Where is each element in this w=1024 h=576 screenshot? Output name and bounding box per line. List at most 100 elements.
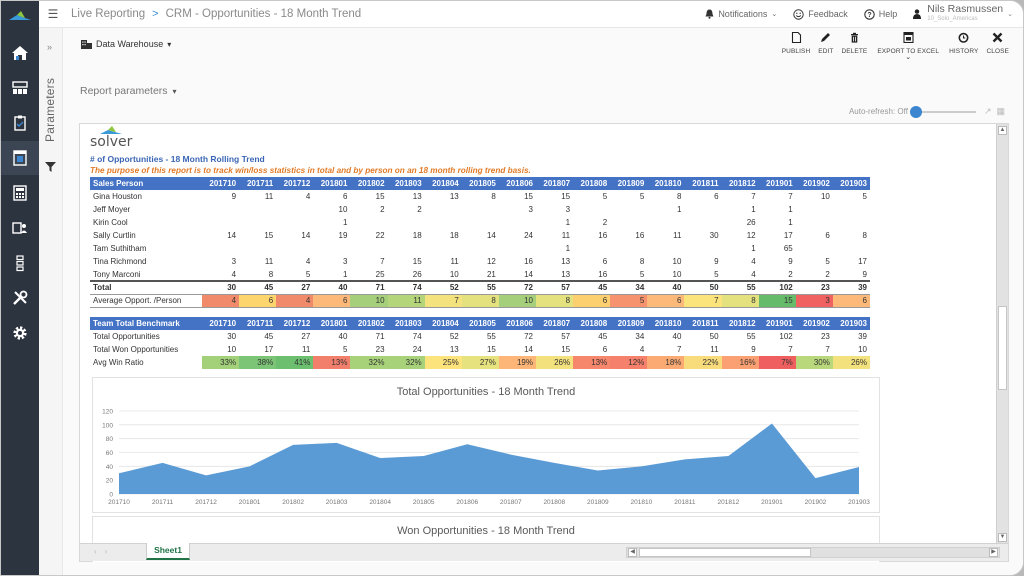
cell-value[interactable] — [833, 203, 870, 216]
cell-value[interactable]: 57 — [561, 331, 571, 341]
nav-home[interactable] — [1, 36, 39, 70]
cell-value[interactable] — [276, 216, 313, 229]
cell-value[interactable]: 65 — [783, 244, 793, 253]
cell-value[interactable]: 15 — [412, 257, 422, 266]
cell-value[interactable]: 2 — [380, 205, 385, 214]
cell-value[interactable]: 8 — [639, 257, 645, 266]
benchmark-label[interactable]: Total Won Opportunities — [93, 344, 179, 354]
expand-parameters-icon[interactable]: » — [47, 42, 53, 52]
win-ratio-value[interactable]: 27% — [461, 355, 499, 369]
sheet-nav-arrows[interactable]: ‹› — [94, 547, 116, 556]
cell-value[interactable]: 15 — [561, 192, 571, 201]
solver-logo-icon[interactable] — [1, 1, 39, 31]
win-ratio-value[interactable]: 32% — [350, 355, 388, 369]
cell-value[interactable]: 102 — [779, 331, 793, 341]
cell-value[interactable] — [239, 216, 276, 229]
total-value[interactable]: 23 — [795, 280, 833, 294]
cell-value[interactable] — [610, 203, 647, 216]
cell-value[interactable]: 10 — [820, 192, 830, 201]
cell-value[interactable] — [388, 242, 425, 255]
cell-value[interactable] — [796, 203, 833, 216]
cell-value[interactable]: 40 — [338, 331, 348, 341]
cell-value[interactable]: 9 — [862, 269, 867, 279]
cell-value[interactable]: 24 — [524, 231, 533, 240]
cell-value[interactable]: 10 — [449, 269, 459, 279]
total-value[interactable]: 72 — [498, 280, 536, 294]
slider-knob[interactable] — [909, 105, 922, 118]
nav-tasks[interactable] — [1, 106, 39, 140]
cell-value[interactable]: 55 — [486, 331, 496, 341]
cell-value[interactable]: 23 — [820, 331, 830, 341]
sales-person-name[interactable]: Kirin Cool — [93, 218, 128, 227]
cell-value[interactable]: 72 — [524, 331, 533, 341]
average-value[interactable]: 15 — [758, 293, 796, 308]
cell-value[interactable]: 5 — [714, 269, 719, 279]
report-parameters-toggle[interactable]: Report parameters ▾ — [80, 85, 177, 97]
total-value[interactable]: 55 — [721, 280, 759, 294]
win-ratio-label[interactable]: Avg Win Ratio — [93, 357, 144, 367]
scroll-left-icon[interactable]: ◀ — [628, 548, 637, 557]
cell-value[interactable] — [647, 216, 684, 229]
auto-refresh-slider[interactable] — [909, 105, 976, 118]
win-ratio-value[interactable]: 7% — [758, 355, 796, 369]
cell-value[interactable]: 3 — [342, 257, 348, 266]
cell-value[interactable]: 26 — [412, 269, 422, 279]
cell-value[interactable] — [276, 242, 313, 255]
cell-value[interactable]: 10 — [858, 344, 867, 354]
cell-value[interactable] — [573, 203, 610, 216]
win-ratio-value[interactable]: 30% — [795, 355, 833, 369]
cell-value[interactable]: 12 — [746, 231, 756, 240]
cell-value[interactable]: 10 — [338, 205, 348, 214]
average-value[interactable]: 10 — [498, 293, 536, 308]
delete-button[interactable]: DELETE — [837, 32, 871, 61]
horizontal-scrollbar[interactable]: ◀ ▶ — [626, 547, 1000, 558]
notifications-menu[interactable]: Notifications ⌄ — [705, 9, 777, 19]
cell-value[interactable]: 26 — [746, 218, 756, 227]
cell-value[interactable]: 8 — [491, 192, 496, 201]
cell-value[interactable]: 4 — [231, 269, 237, 279]
cell-value[interactable]: 40 — [672, 331, 682, 341]
help-button[interactable]: ? Help — [864, 8, 897, 20]
average-value[interactable]: 6 — [647, 293, 685, 308]
cell-value[interactable]: 11 — [561, 231, 571, 240]
win-ratio-value[interactable]: 13% — [313, 355, 351, 369]
cell-value[interactable]: 13 — [561, 257, 571, 266]
nav-modules[interactable] — [1, 71, 39, 105]
sales-person-name[interactable]: Tina Richmond — [93, 257, 147, 266]
cell-value[interactable]: 17 — [858, 257, 867, 266]
cell-value[interactable]: 2 — [602, 218, 608, 227]
cell-value[interactable]: 14 — [486, 231, 496, 240]
feedback-button[interactable]: Feedback — [793, 8, 848, 20]
win-ratio-value[interactable]: 25% — [424, 355, 462, 369]
win-ratio-value[interactable]: 26% — [535, 355, 574, 369]
win-ratio-value[interactable]: 26% — [832, 355, 870, 369]
cell-value[interactable]: 7 — [676, 344, 682, 354]
cell-value[interactable]: 22 — [375, 231, 385, 240]
total-value[interactable]: 34 — [610, 280, 648, 294]
cell-value[interactable]: 8 — [862, 231, 867, 240]
cell-value[interactable]: 7 — [788, 344, 793, 354]
cell-value[interactable]: 1 — [676, 205, 682, 214]
average-label[interactable]: Average Opport. /Person — [90, 293, 202, 308]
vertical-scroll-thumb[interactable] — [998, 306, 1007, 390]
cell-value[interactable] — [610, 216, 647, 229]
total-label[interactable]: Total — [90, 280, 202, 294]
sales-person-name[interactable]: Tam Suthitham — [93, 244, 147, 253]
cell-value[interactable]: 30 — [227, 331, 237, 341]
cell-value[interactable]: 15 — [486, 344, 496, 354]
cell-value[interactable]: 13 — [412, 192, 422, 201]
cell-value[interactable]: 9 — [751, 344, 756, 354]
cell-value[interactable]: 14 — [524, 269, 533, 279]
data-source-selector[interactable]: Data Warehouse ▾ — [81, 39, 171, 49]
cell-value[interactable]: 6 — [602, 257, 608, 266]
total-value[interactable]: 45 — [239, 280, 277, 294]
cell-value[interactable]: 6 — [714, 192, 719, 201]
cell-value[interactable]: 9 — [788, 257, 793, 266]
cell-value[interactable] — [684, 203, 721, 216]
cell-value[interactable]: 8 — [676, 192, 682, 201]
average-value[interactable]: 6 — [239, 293, 277, 308]
cell-value[interactable] — [388, 216, 425, 229]
cell-value[interactable]: 25 — [375, 269, 385, 279]
total-value[interactable]: 74 — [387, 280, 425, 294]
cell-value[interactable] — [462, 203, 499, 216]
